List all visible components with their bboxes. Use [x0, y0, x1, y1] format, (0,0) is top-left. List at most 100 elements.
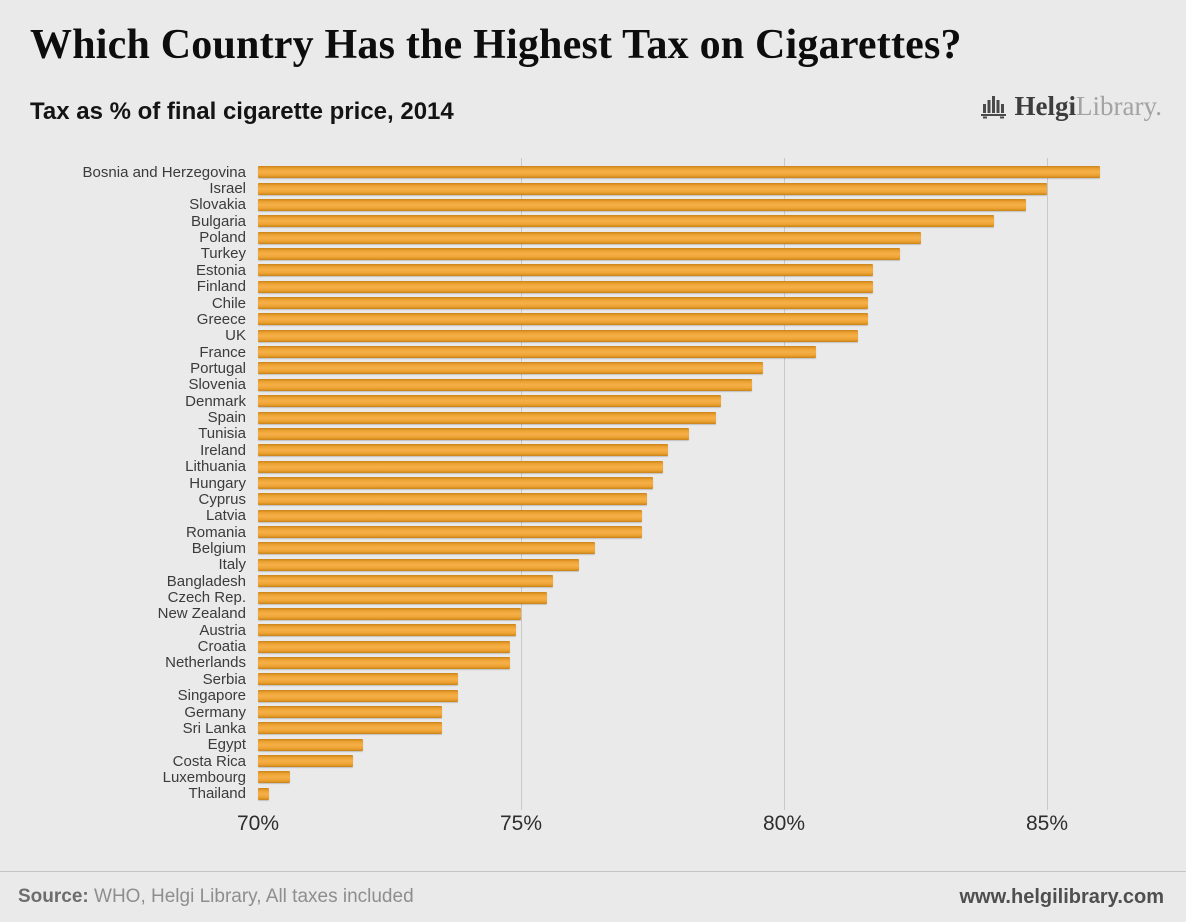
country-label: Poland	[199, 229, 246, 247]
bar-track	[258, 460, 1168, 473]
country-label: Bulgaria	[190, 212, 246, 230]
country-label: Slovenia	[188, 376, 246, 394]
chart-row: Denmark	[18, 393, 1168, 409]
bar-track	[258, 346, 1168, 359]
tax-bar	[258, 575, 553, 588]
country-label: Denmark	[185, 392, 246, 410]
chart-row: France	[18, 344, 1168, 360]
country-label: Slovakia	[189, 196, 246, 214]
bar-track	[258, 771, 1168, 784]
tax-bar	[258, 689, 458, 702]
tax-bar	[258, 640, 511, 653]
page-subtitle: Tax as % of final cigarette price, 2014	[30, 98, 454, 125]
bar-track	[258, 656, 1168, 669]
gridline	[1047, 158, 1049, 810]
tax-bar	[258, 329, 858, 342]
bar-track	[258, 411, 1168, 424]
country-label: Bosnia and Herzegovina	[82, 163, 246, 181]
bar-track	[258, 706, 1168, 719]
tax-bar	[258, 787, 269, 800]
country-label: Spain	[207, 409, 246, 427]
country-label: Serbia	[202, 670, 246, 688]
country-label: New Zealand	[157, 605, 246, 623]
country-label: Latvia	[205, 507, 246, 525]
chart-row: Austria	[18, 622, 1168, 638]
tax-bar	[258, 755, 353, 768]
tax-bar	[258, 607, 521, 620]
tax-bar	[258, 411, 716, 424]
website-link[interactable]: www.helgilibrary.com	[959, 885, 1165, 908]
plot-area: Bosnia and Herzegovina Israel Slovakia Bulg…	[18, 158, 1168, 810]
bar-track	[258, 395, 1168, 408]
bar-track	[258, 591, 1168, 604]
chart-row: Spain	[18, 409, 1168, 425]
chart-row: Belgium	[18, 540, 1168, 556]
tax-bar	[258, 264, 874, 277]
x-axis: 70% 75% 80% 85%	[237, 812, 1168, 846]
organ-pipes-icon	[980, 92, 1008, 120]
country-label: Singapore	[177, 687, 246, 705]
chart-row: Greece	[18, 311, 1168, 327]
tax-bar	[258, 444, 669, 457]
chart-row: Luxembourg	[18, 769, 1168, 785]
tax-bar	[258, 477, 653, 489]
chart-row: Bulgaria	[18, 213, 1168, 229]
bar-track	[258, 755, 1168, 768]
country-label: Austria	[199, 621, 246, 639]
bar-track	[258, 280, 1168, 293]
country-label: Italy	[218, 556, 246, 574]
chart-row: Tunisia	[18, 426, 1168, 442]
bar-track	[258, 264, 1168, 277]
bar-track	[258, 313, 1168, 326]
country-label: Estonia	[195, 261, 246, 279]
tax-bar	[258, 215, 995, 228]
x-tick-label: 85%	[1026, 812, 1069, 835]
country-label: Israel	[209, 180, 246, 198]
tax-bar	[258, 182, 1048, 195]
chart-row: Thailand	[18, 786, 1168, 802]
bar-track	[258, 607, 1168, 620]
footer: Source: WHO, Helgi Library, All taxes in…	[0, 871, 1186, 922]
tax-bar	[258, 771, 290, 784]
bar-track	[258, 231, 1168, 244]
bar-chart: Bosnia and Herzegovina Israel Slovakia Bulg…	[18, 158, 1168, 846]
chart-row: Hungary	[18, 475, 1168, 491]
bar-track	[258, 247, 1168, 260]
chart-row: Czech Rep.	[18, 589, 1168, 605]
country-label: Cyprus	[198, 490, 246, 508]
bar-track	[258, 427, 1168, 440]
chart-row: Bangladesh	[18, 573, 1168, 589]
country-label: Netherlands	[165, 654, 246, 672]
bar-track	[258, 558, 1168, 571]
chart-row: Latvia	[18, 508, 1168, 524]
country-label: Ireland	[200, 441, 246, 459]
bar-track	[258, 198, 1168, 211]
bar-track	[258, 182, 1168, 195]
tax-bar	[258, 509, 642, 522]
tax-bar	[258, 722, 443, 735]
country-label: Egypt	[207, 736, 246, 754]
bar-track	[258, 493, 1168, 506]
tax-bar	[258, 673, 458, 686]
tax-bar	[258, 166, 1100, 179]
chart-row: Poland	[18, 229, 1168, 245]
bar-track	[258, 787, 1168, 800]
bar-track	[258, 738, 1168, 751]
source-note: Source: WHO, Helgi Library, All taxes in…	[18, 886, 414, 908]
bar-track	[258, 444, 1168, 457]
chart-row: Cyprus	[18, 491, 1168, 507]
chart-row: New Zealand	[18, 606, 1168, 622]
country-label: Tunisia	[198, 425, 246, 443]
country-label: UK	[225, 327, 246, 345]
tax-bar	[258, 738, 364, 751]
country-label: Portugal	[190, 359, 246, 377]
bar-track	[258, 477, 1168, 489]
chart-rows: Bosnia and Herzegovina Israel Slovakia Bulg…	[18, 164, 1168, 802]
bar-track	[258, 640, 1168, 653]
chart-row: Singapore	[18, 688, 1168, 704]
source-label: Source:	[18, 886, 89, 907]
chart-row: Estonia	[18, 262, 1168, 278]
tax-bar	[258, 706, 443, 719]
tax-bar	[258, 378, 753, 391]
